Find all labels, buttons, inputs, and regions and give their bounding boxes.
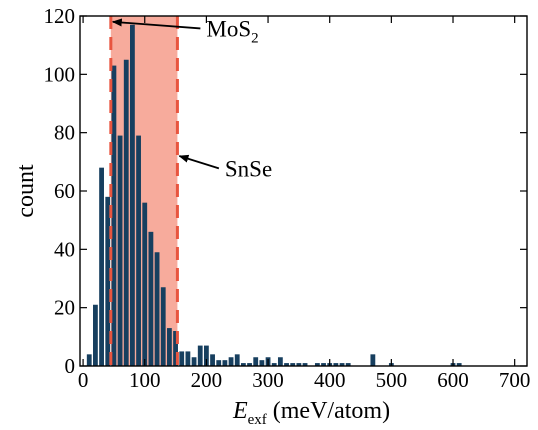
histogram-bar [185,351,191,366]
histogram-bar [259,360,265,366]
x-tick-label: 400 [314,368,346,392]
histogram-bar [203,345,209,366]
histogram-bar [234,354,240,366]
annotation-arrow [178,154,220,170]
histogram-bar [290,363,296,366]
x-axis-title-units: (meV/atom) [267,398,390,424]
histogram-bar [345,363,351,366]
x-axis-title-symbol: E [232,398,248,424]
annotation-label-main: SnSe [225,156,272,181]
y-tick-label: 0 [65,354,76,378]
histogram-bar [105,196,111,366]
x-tick-label: 500 [376,368,408,392]
histogram-bar [191,357,197,366]
histogram-bar [86,354,92,366]
x-tick-label: 700 [499,368,531,392]
x-tick-label: 600 [437,368,469,392]
annotation-label: MoS2 [206,16,258,46]
histogram-bar [130,24,135,366]
histogram-bar [253,357,259,366]
histogram-bar [179,351,185,366]
histogram-bar [136,135,141,366]
x-tick-label: 0 [78,368,89,392]
histogram-bar [99,167,104,366]
histogram-bar [370,354,376,366]
y-tick-label: 40 [54,237,75,261]
histogram-bar [142,202,148,366]
histogram-bar [160,287,166,366]
annotation-label-main: MoS [206,16,251,41]
histogram-bar [333,363,339,366]
y-tick-label: 80 [54,121,75,145]
histogram-bar [222,360,228,366]
histogram-bar [123,59,129,366]
histogram-bar [197,345,203,366]
histogram-bar [173,331,178,366]
x-axis-title: Eexf (meV/atom) [232,398,390,428]
histogram-bar [456,363,462,366]
annotation-label-subscript: 2 [251,30,259,46]
histogram-bar [111,65,117,366]
histogram-bar [302,363,308,366]
y-axis-title: count [13,164,39,218]
histogram-bar [271,363,277,366]
y-tick-label: 120 [44,4,76,28]
x-axis-title-subscript: exf [248,412,267,428]
histogram-bar [321,363,326,366]
histogram-bar [117,135,123,366]
histogram-bar [277,357,283,366]
histogram-bar [284,363,289,366]
histogram-bar [228,357,234,366]
y-tick-label: 20 [54,296,75,320]
y-tick-label: 60 [54,179,75,203]
histogram-bar [314,363,320,366]
x-tick-label: 100 [129,368,161,392]
histogram-bar [240,363,246,366]
histogram-bar [154,252,160,366]
histogram-bar [216,360,222,366]
histogram-bar [166,328,172,366]
histogram-bar [247,363,252,366]
x-tick-label: 200 [191,368,223,392]
x-tick-label: 300 [252,368,284,392]
annotation-label: SnSe [225,156,272,181]
histogram-bar [148,231,154,366]
histogram-bar [210,354,215,366]
histogram-bar [296,363,302,366]
histogram-bar [93,304,98,366]
annotation-arrow [111,18,201,30]
y-tick-label: 100 [44,62,76,86]
histogram-bar [339,363,345,366]
